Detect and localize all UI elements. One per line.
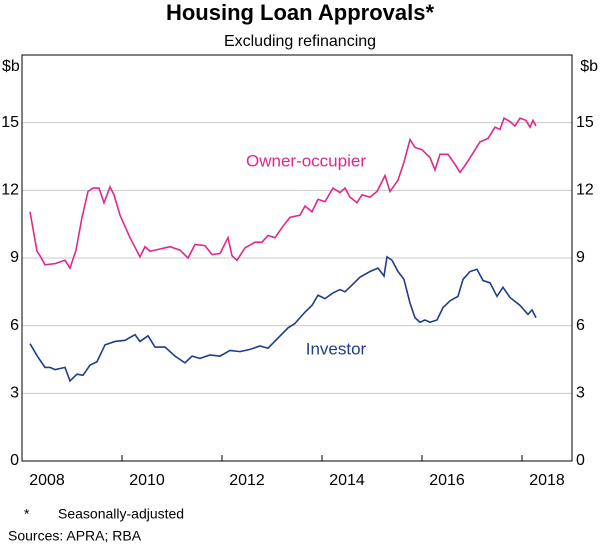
footnote: Seasonally-adjusted [58,506,184,522]
series-label: Investor [306,339,367,358]
x-tick-label: 2008 [29,472,65,489]
footnote-marker: * [24,506,30,522]
x-tick-label: 2018 [529,472,565,489]
y2-axis-label: $b [580,58,598,75]
series-label: Owner-occupier [246,151,366,170]
y2-tick-label: 12 [576,182,594,199]
y-tick-label: 9 [10,249,19,266]
x-tick-label: 2014 [329,472,365,489]
x-tick-label: 2010 [129,472,165,489]
y-tick-label: 15 [1,114,19,131]
x-tick-label: 2016 [429,472,465,489]
chart-title: Housing Loan Approvals* [166,0,435,25]
y2-tick-label: 0 [576,452,585,469]
y-tick-label: 12 [1,182,19,199]
y-tick-label: 3 [10,385,19,402]
sources: Sources: APRA; RBA [8,528,142,544]
y2-tick-label: 3 [576,385,585,402]
y2-tick-label: 6 [576,317,585,334]
y-tick-label: 6 [10,317,19,334]
y2-tick-label: 15 [576,114,594,131]
series-line [29,116,537,271]
x-tick-label: 2012 [229,472,265,489]
series-line [29,255,537,383]
plot-frame [21,54,573,462]
y-axis-label: $b [2,58,20,75]
chart-subtitle: Excluding refinancing [224,33,376,50]
y2-tick-label: 9 [576,249,585,266]
y-tick-label: 0 [10,452,19,469]
